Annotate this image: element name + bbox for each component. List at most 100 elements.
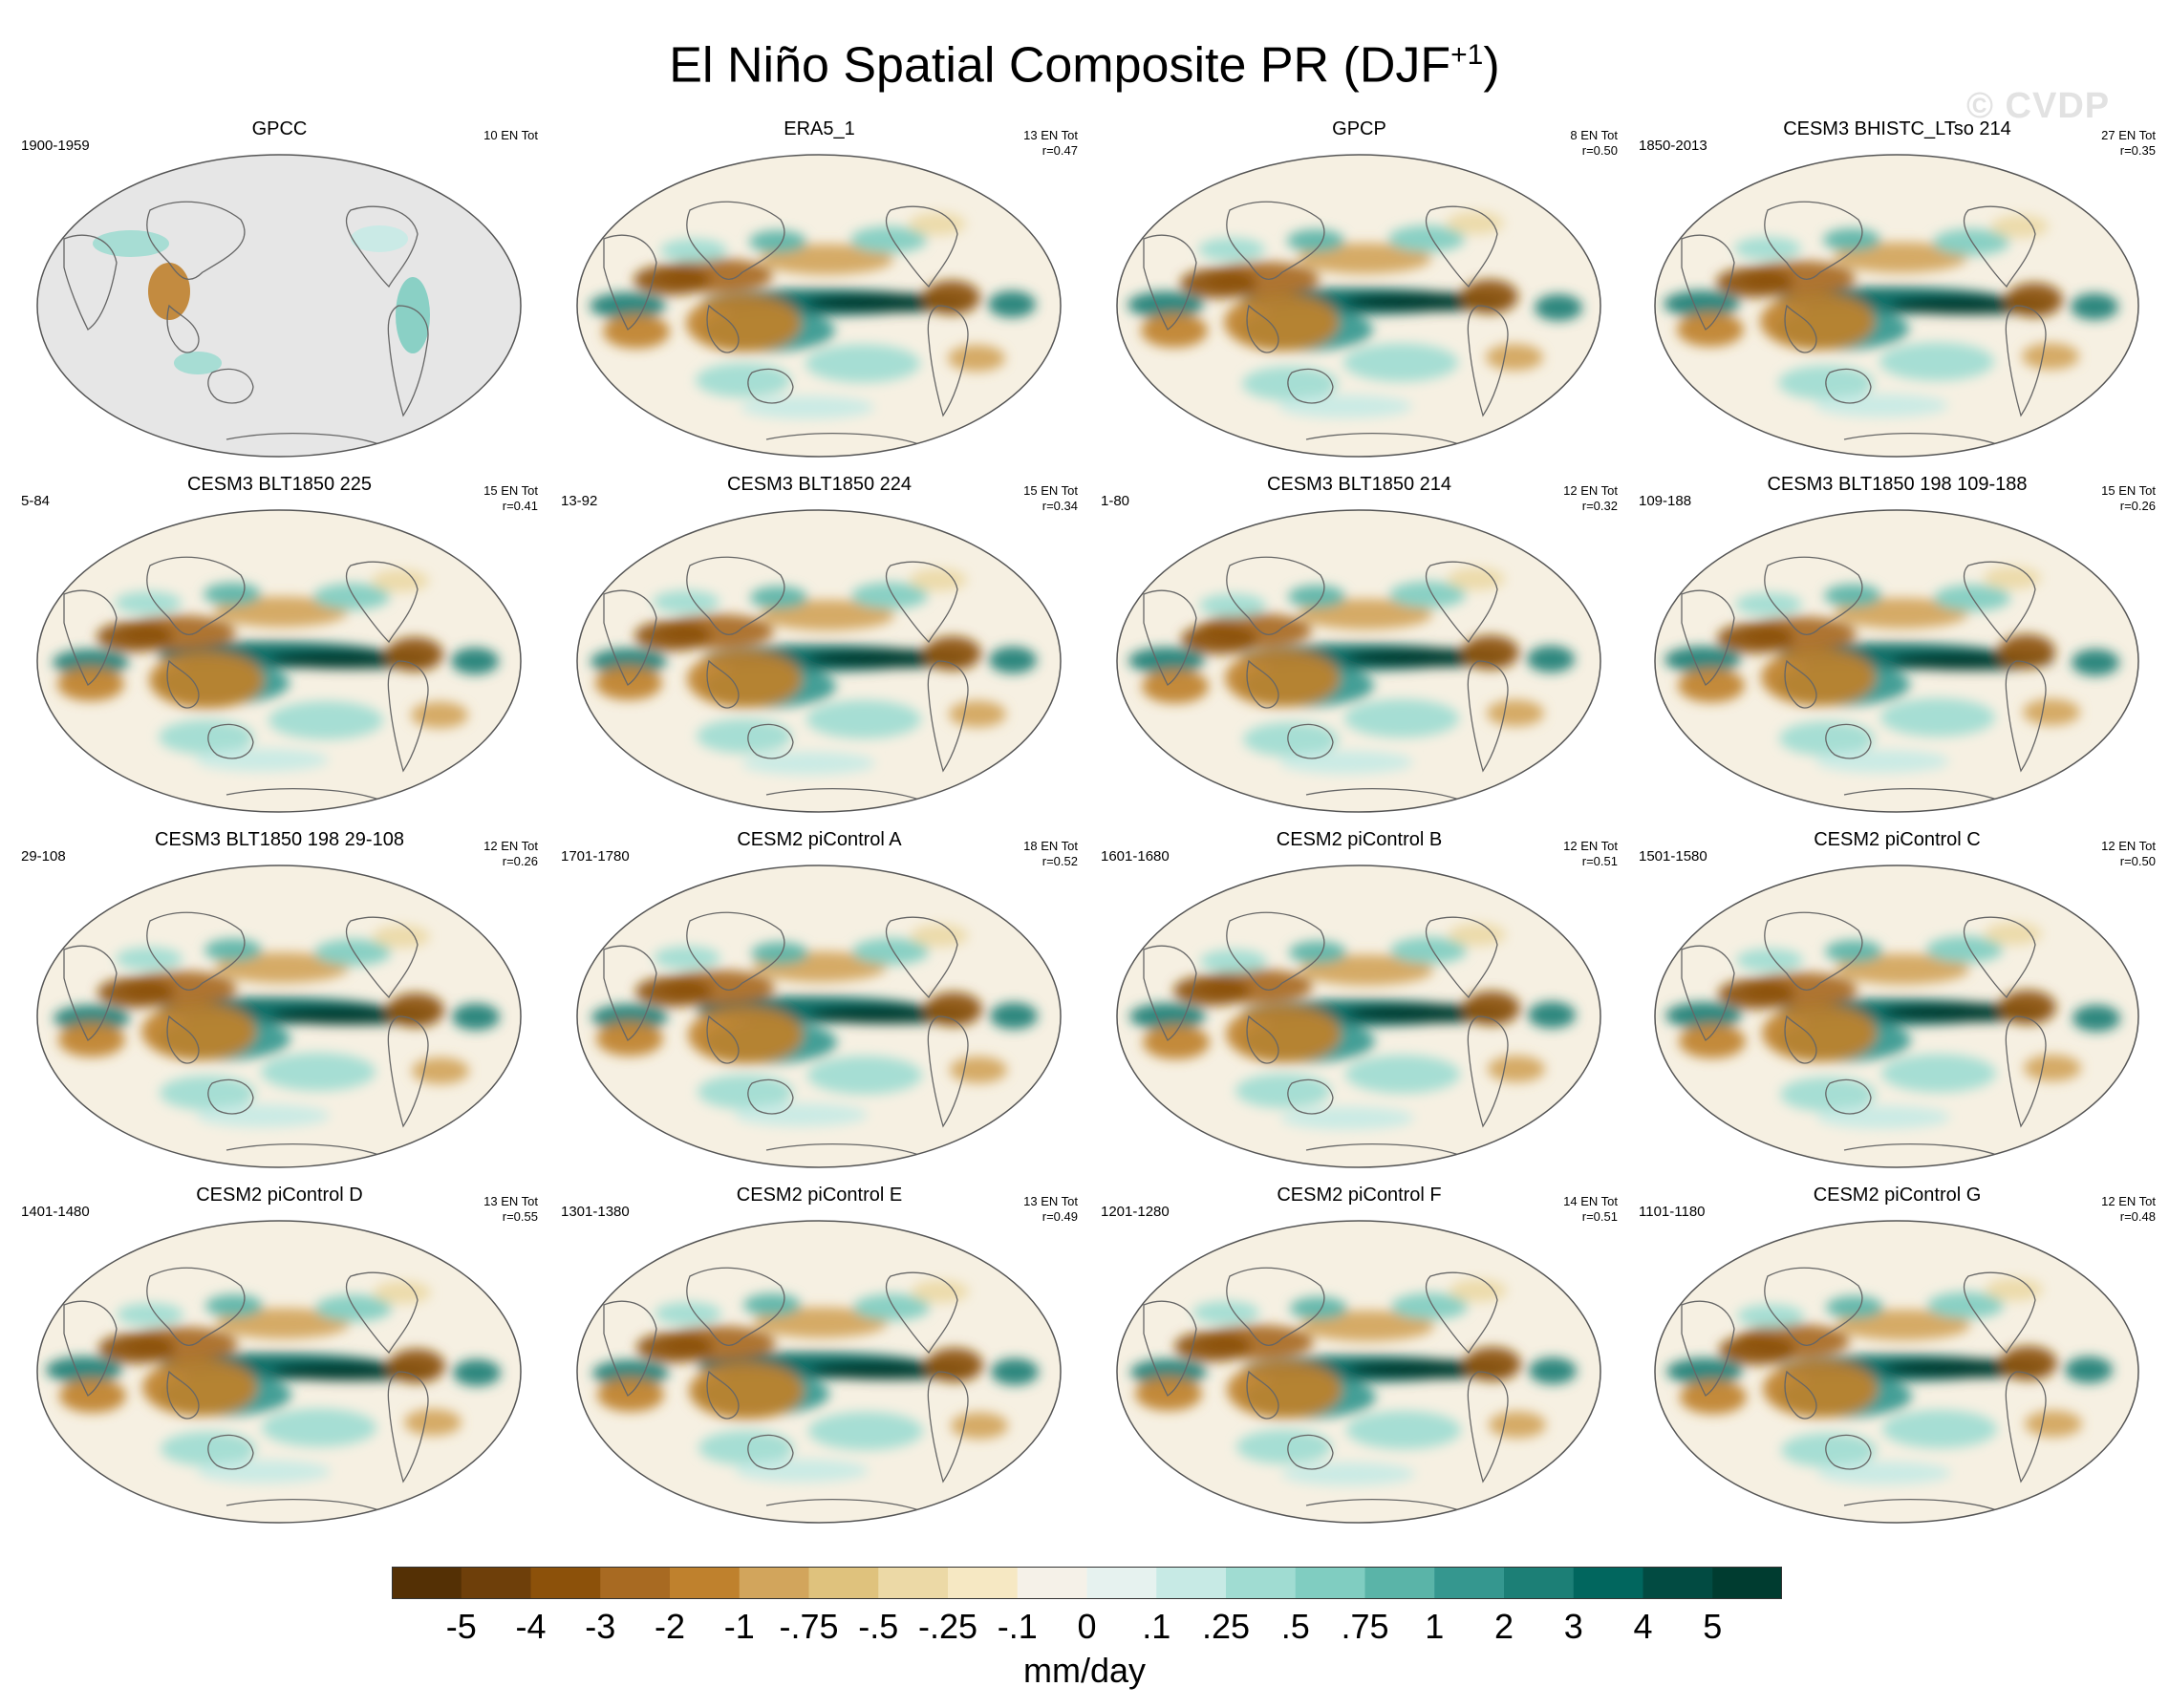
- anomaly-region: [2025, 1410, 2082, 1438]
- anomaly-region: [751, 942, 808, 965]
- panel-event-count: 13 EN Tot: [1023, 1194, 1078, 1208]
- anomaly-region: [1985, 922, 2042, 946]
- coastline: [146, 201, 246, 281]
- anomaly-region: [1450, 1279, 1507, 1302]
- anomaly-region: [1391, 1292, 1468, 1320]
- map-outline: [1654, 865, 2139, 1168]
- map-outline: [1654, 154, 2139, 458]
- coastline: [747, 1078, 794, 1115]
- panel-correlation: r=0.51: [1581, 1209, 1618, 1224]
- panel-stats: 15 EN Tot r=0.26: [2101, 483, 2156, 514]
- anomaly-region: [1678, 668, 1745, 703]
- colorbar-tick-label: -2: [654, 1607, 686, 1646]
- coastline: [706, 1370, 740, 1420]
- anomaly-region: [261, 1053, 376, 1091]
- coastline: [765, 788, 920, 801]
- anomaly-region: [1180, 267, 1256, 299]
- panel-title: CESM3 BLT1850 198 29-108: [155, 829, 404, 850]
- anomaly-region: [1734, 237, 1801, 260]
- anomaly-region: [1343, 343, 1458, 382]
- anomaly-region: [1143, 1025, 1210, 1059]
- panel-stats: 12 EN Tot r=0.51: [1563, 839, 1618, 869]
- anomaly-region: [743, 1293, 801, 1316]
- panel-correlation: r=0.35: [2119, 143, 2156, 158]
- coastline: [1425, 561, 1498, 644]
- coastline: [63, 1300, 118, 1397]
- coastline: [1843, 1499, 1998, 1511]
- coastline: [1843, 433, 1998, 445]
- colorbar-tick-label: 2: [1493, 1607, 1514, 1646]
- coastline: [2005, 1371, 2047, 1484]
- coastline: [1425, 916, 1498, 999]
- panel-event-count: 14 EN Tot: [1563, 1194, 1618, 1208]
- anomaly-region: [174, 352, 222, 374]
- anomaly-region: [1281, 1462, 1415, 1485]
- map-panel: GPCC 1900-1959 10 EN Tot: [19, 117, 540, 460]
- panel-event-count: 15 EN Tot: [2101, 483, 2156, 498]
- anomaly-region: [115, 591, 182, 614]
- anomaly-region: [1781, 1433, 1877, 1467]
- coastline: [1287, 723, 1334, 759]
- coastline: [1143, 1300, 1197, 1397]
- colorbar-tick-label: .25: [1201, 1607, 1251, 1646]
- coastline: [1305, 1499, 1460, 1511]
- anomaly-region: [197, 1460, 331, 1484]
- anomaly-region: [1298, 243, 1431, 274]
- colorbar-tick-label: .5: [1280, 1607, 1310, 1646]
- colorbar-tick-label: -4: [515, 1607, 547, 1646]
- colorbar-swatch: [739, 1567, 809, 1599]
- anomaly-region: [698, 1075, 793, 1109]
- anomaly-region: [215, 952, 349, 983]
- coastline: [1246, 1014, 1279, 1064]
- robinson-map: [576, 1220, 1062, 1524]
- coastline: [1963, 916, 2036, 999]
- anomaly-region: [205, 1294, 263, 1317]
- anomaly-region: [1300, 1311, 1434, 1341]
- panel-period: 1501-1580: [1639, 848, 1707, 865]
- anomaly-region: [372, 569, 429, 592]
- map-outline: [576, 154, 1062, 458]
- coastline: [1681, 234, 1735, 331]
- panel-stats: 12 EN Tot r=0.26: [483, 839, 538, 869]
- anomaly-region: [117, 1303, 183, 1326]
- anomaly-region: [1488, 1056, 1545, 1082]
- anomaly-region: [315, 1294, 392, 1322]
- coastline: [1143, 945, 1197, 1041]
- panel-period: 1701-1780: [561, 848, 630, 865]
- anomaly-region: [1760, 292, 1875, 351]
- anomaly-region: [1236, 1429, 1332, 1464]
- map-outline: [1116, 1220, 1601, 1524]
- panel-event-count: 12 EN Tot: [1563, 483, 1618, 498]
- anomaly-region: [53, 649, 129, 676]
- anomaly-region: [1447, 211, 1504, 235]
- anomaly-region: [1716, 267, 1793, 298]
- coastline: [1305, 433, 1460, 445]
- coastline: [1467, 660, 1509, 773]
- coastline: [1963, 561, 2036, 644]
- coastline: [1226, 1267, 1325, 1347]
- map-panel: CESM2 piControl B 1601-1680 12 EN Tot r=0.5…: [1099, 827, 1620, 1171]
- colorbar-tick-label: -3: [585, 1607, 616, 1646]
- coastline: [747, 723, 794, 759]
- anomaly-region: [1288, 585, 1345, 608]
- colorbar-swatch: [1226, 1567, 1297, 1599]
- robinson-map: [1654, 509, 2139, 813]
- anomaly-region: [990, 1002, 1038, 1030]
- robinson-map: [1116, 154, 1601, 458]
- panel-stats: 13 EN Tot r=0.47: [1023, 128, 1078, 159]
- coastline: [765, 433, 920, 445]
- colorbar-tick-label: -.25: [917, 1607, 978, 1646]
- coastline: [1764, 911, 1863, 992]
- anomaly-region: [1761, 649, 1876, 706]
- anomaly-region: [1815, 394, 1948, 417]
- coastline: [1467, 1371, 1509, 1484]
- anomaly-region: [1461, 279, 1518, 314]
- coastline: [146, 556, 246, 636]
- panel-period: 1401-1480: [21, 1204, 90, 1220]
- panel-stats: 8 EN Tot r=0.50: [1570, 128, 1618, 159]
- coastline: [1305, 1143, 1460, 1156]
- anomaly-region: [634, 620, 711, 651]
- anomaly-region: [159, 719, 254, 755]
- anomaly-region: [1225, 650, 1340, 707]
- coastline: [166, 304, 200, 353]
